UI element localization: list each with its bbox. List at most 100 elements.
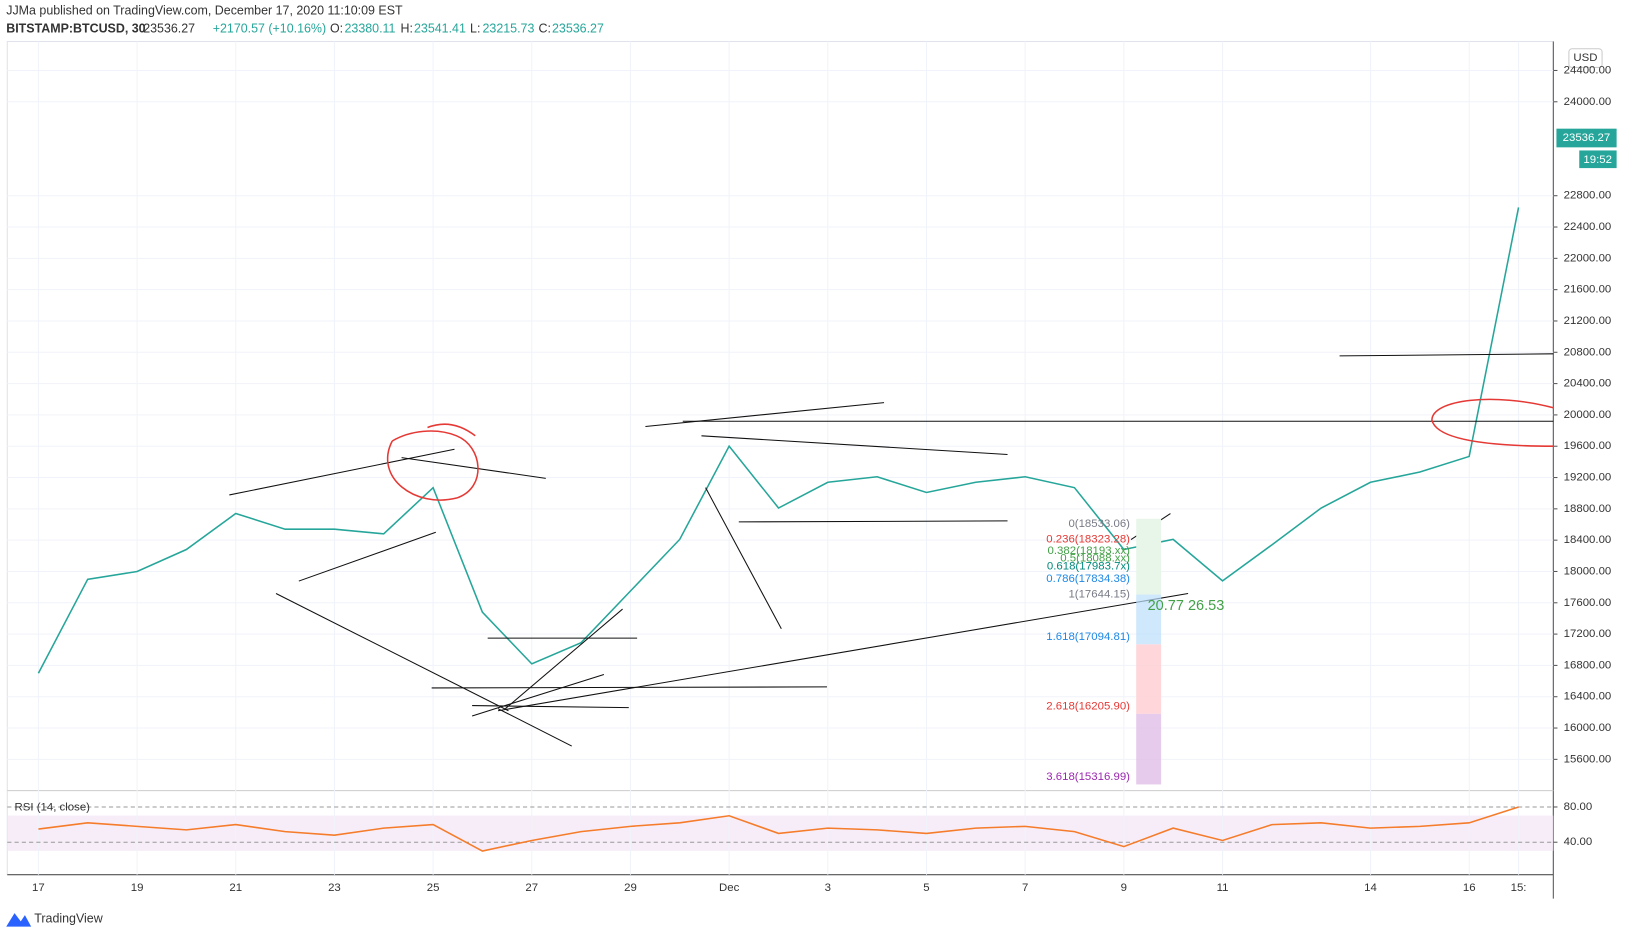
logo — [6, 913, 32, 927]
fib-zone — [1136, 644, 1162, 714]
y-tick-label: 22000.00 — [1564, 252, 1612, 264]
y-tick-label: 20400.00 — [1564, 378, 1612, 390]
last: 23536.27 — [143, 21, 195, 35]
y-tick-label: 19200.00 — [1564, 472, 1612, 484]
x-tick-label: 7 — [1022, 882, 1028, 894]
y-tick-label: 20000.00 — [1564, 409, 1612, 421]
fib-label: 2.618(16205.90) — [1046, 701, 1130, 713]
fib-label: 0.236(18323.28) — [1046, 534, 1130, 546]
x-tick-label: 16 — [1463, 882, 1476, 894]
x-tick-label: 9 — [1121, 882, 1127, 894]
y-tick-label: 24400.00 — [1564, 64, 1612, 76]
fib-label: 1.618(17094.81) — [1046, 631, 1130, 643]
x-tick-label: 3 — [825, 882, 831, 894]
circle-mark — [386, 430, 479, 501]
currency-box — [1568, 48, 1603, 68]
open: 23380.11 — [345, 21, 396, 35]
y-tick-label: 22800.00 — [1564, 190, 1612, 202]
footer: TradingView — [34, 912, 103, 926]
x-tick-label: 21 — [229, 882, 242, 894]
y-tick-label: 24000.00 — [1564, 96, 1612, 108]
circle-mark — [1431, 398, 1554, 447]
arrow-mark — [427, 423, 476, 437]
x-tick-label: 19 — [131, 882, 144, 894]
trend-line — [229, 448, 455, 496]
fib-zone — [1136, 594, 1162, 645]
fib-label: 1(17644.15) — [1068, 589, 1130, 601]
footer-logo: TradingView — [6, 912, 104, 927]
x-tick-label: 25 — [427, 882, 440, 894]
trend-line — [497, 593, 1189, 712]
author-line: JJMa published on TradingView.com, Decem… — [6, 4, 403, 18]
c-label: C: — [539, 21, 551, 35]
y-tick-label: 16000.00 — [1564, 722, 1612, 734]
y-tick-label: 80.00 — [1564, 801, 1593, 813]
y-tick-label: 19600.00 — [1564, 440, 1612, 452]
high: 23541.41 — [414, 21, 466, 35]
fib-zone — [1136, 713, 1162, 785]
countdown-text: 19:52 — [1583, 154, 1612, 166]
trend-line — [504, 608, 623, 710]
x-tick-label: 15: — [1511, 882, 1527, 894]
fib-label: 0(18533.06) — [1068, 518, 1130, 530]
fib-label: 0.382(18193.xx) — [1048, 545, 1131, 557]
trend-line — [497, 708, 572, 747]
trend-line — [701, 435, 1008, 455]
trend-line — [401, 457, 546, 479]
x-tick-label: 23 — [328, 882, 341, 894]
symbol-line: BITSTAMP:BTCUSD, 30 23536.27 +2170.57 (+… — [6, 21, 604, 35]
trend-line — [275, 593, 509, 712]
h-label: H: — [401, 21, 413, 35]
y-tick-label: 20800.00 — [1564, 346, 1612, 358]
fib-label: 0.618(17983.7x) — [1047, 561, 1130, 573]
currency: USD — [1573, 52, 1597, 64]
x-tick-label: 11 — [1217, 882, 1229, 894]
y-tick-label: 16400.00 — [1564, 691, 1612, 703]
trend-line — [1339, 353, 1554, 357]
low: 23215.73 — [483, 21, 535, 35]
x-tick-label: 5 — [923, 882, 929, 894]
y-tick-label: 15600.00 — [1564, 753, 1612, 765]
plot-frame — [6, 40, 1554, 876]
y-tick-label: 21600.00 — [1564, 284, 1612, 296]
trend-line — [738, 520, 1008, 523]
y-tick-label: 17200.00 — [1564, 628, 1612, 640]
x-tick-label: 29 — [624, 882, 637, 894]
fib-zone — [1136, 518, 1162, 595]
drawings — [229, 353, 1554, 785]
fib-label: 0.5(18088.xx) — [1060, 552, 1130, 564]
x-tick-label: Dec — [719, 882, 740, 894]
x-tick-label: 14 — [1364, 882, 1377, 894]
price-tag-text: 23536.27 — [1563, 132, 1611, 144]
y-tick-label: 18000.00 — [1564, 565, 1612, 577]
x-tick-label: 27 — [525, 882, 538, 894]
trend-line — [472, 705, 629, 709]
price-line — [37, 207, 1520, 674]
trend-line — [298, 531, 436, 582]
countdown-tag — [1579, 150, 1617, 169]
symbol: BITSTAMP:BTCUSD, 30 — [6, 21, 145, 35]
close: 23536.27 — [552, 21, 604, 35]
y-tick-label: 21200.00 — [1564, 315, 1612, 327]
y-tick-label: 16800.00 — [1564, 659, 1612, 671]
pane-title: RSI (14, close) — [15, 801, 91, 813]
change: +2170.57 (+10.16%) — [213, 21, 326, 35]
price-tag — [1556, 128, 1617, 148]
trend-line — [471, 673, 605, 717]
trend-line — [431, 686, 827, 689]
y-tick-label: 18400.00 — [1564, 534, 1612, 546]
l-label: L: — [470, 21, 480, 35]
price-line — [38, 806, 1519, 852]
x-tick-label: 17 — [32, 882, 45, 894]
measure-label: 20.77 26.53 — [1148, 598, 1225, 614]
y-tick-label: 18800.00 — [1564, 503, 1612, 515]
y-tick-label: 22400.00 — [1564, 221, 1612, 233]
y-tick-label: 40.00 — [1564, 836, 1593, 848]
trend-line — [705, 487, 782, 630]
y-tick-label: 17600.00 — [1564, 597, 1612, 609]
fib-label: 0.786(17834.38) — [1046, 573, 1130, 585]
o-label: O: — [330, 21, 343, 35]
fib-label: 3.618(15316.99) — [1046, 771, 1130, 783]
